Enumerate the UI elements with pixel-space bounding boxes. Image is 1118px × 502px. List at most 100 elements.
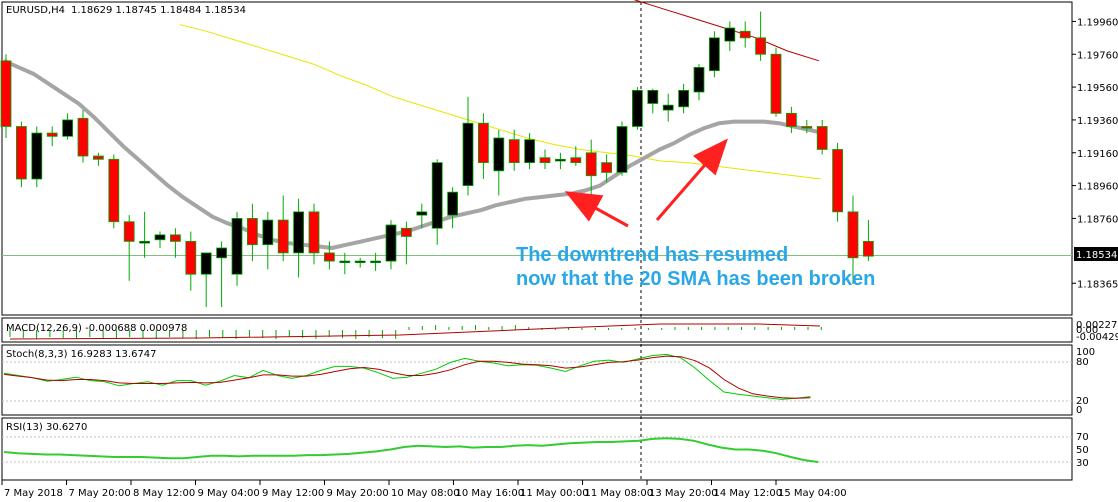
candle-bull — [431, 162, 443, 229]
candle-bear — [770, 53, 782, 114]
candle-bull — [293, 211, 305, 254]
candle-bull — [632, 89, 643, 127]
candle-bull — [339, 260, 351, 264]
candle-bear — [169, 234, 181, 242]
time-tick-label: 8 May 12:00 — [133, 488, 195, 499]
candle-bull — [724, 27, 736, 42]
stoch-tick-100: 100 — [1076, 347, 1095, 358]
macd-tick-bottom: -0.004297 — [1076, 332, 1118, 343]
candle-bull — [555, 158, 566, 162]
candle-bear — [508, 139, 520, 164]
time-tick-label: 9 May 04:00 — [198, 488, 260, 499]
price-tick-label: 1.18760 — [1077, 214, 1118, 225]
candle-bear — [185, 241, 197, 275]
candle-bull — [62, 119, 73, 137]
time-tick-label: 11 May 00:00 — [520, 488, 589, 499]
stoch-pane-frame — [1, 344, 1073, 416]
candle-bull — [370, 260, 382, 264]
arrow-to-sma-retest — [655, 138, 728, 221]
candle-bull — [385, 224, 397, 262]
rsi-pane-frame — [1, 417, 1073, 481]
stoch-k-line — [3, 353, 811, 400]
macd-tick-top: 0.002276 — [1076, 320, 1118, 331]
candle-bear — [755, 37, 766, 55]
candle-bear — [801, 126, 813, 129]
price-pane-frame — [1, 1, 1073, 316]
symbol-title: EURUSD,H4 1.18629 1.18745 1.18484 1.18534 — [6, 5, 246, 16]
candle-bull — [693, 66, 705, 93]
current-price-tag-bg — [1074, 247, 1118, 261]
candle-bull — [216, 247, 228, 259]
candle-bear — [0, 60, 12, 127]
moving-averages — [3, 0, 824, 250]
symbol: EURUSD,H4 — [6, 5, 65, 16]
candle-bear — [93, 155, 104, 160]
time-axis-labels: 7 May 2018 7 May 20:00 8 May 12:00 9 May 04… — [1, 480, 847, 499]
candle-bear — [539, 157, 551, 164]
candle-bear — [277, 219, 289, 254]
macd-histogram — [9, 323, 822, 340]
price-tick-label: 1.19760 — [1077, 50, 1118, 61]
price-tick-label: 1.19360 — [1077, 116, 1118, 127]
candle-bear — [832, 149, 843, 213]
price-tick-label: 1.19160 — [1077, 149, 1118, 160]
rsi-tick-50: 50 — [1076, 445, 1089, 456]
candle-bull — [200, 252, 212, 275]
candle-bull — [416, 211, 428, 216]
current-price-tag: 1.18534 — [1076, 250, 1117, 261]
sma20-line — [3, 58, 824, 250]
arrow-to-sma-break — [564, 191, 629, 228]
macd-signal-line — [9, 323, 821, 340]
candle-bull — [662, 104, 674, 111]
candle-bear — [847, 211, 859, 259]
candle-bull — [154, 234, 166, 241]
candle-bear — [400, 227, 412, 237]
candle-bull — [262, 219, 274, 246]
ohlc-readout: 1.18629 1.18745 1.18484 1.18534 — [71, 5, 246, 16]
candle-bear — [108, 158, 120, 223]
rsi-title: RSI(13) 30.6270 — [6, 422, 87, 433]
macd-tick-zero: 0.00 — [1076, 325, 1098, 336]
candle-bear — [308, 211, 320, 254]
time-tick-label: 10 May 16:00 — [456, 488, 525, 499]
candle-bear — [739, 30, 751, 39]
candle-bear — [123, 221, 135, 242]
time-tick-label: 14 May 12:00 — [714, 488, 783, 499]
candle-bull — [447, 191, 459, 216]
candle-bull — [31, 132, 43, 180]
macd-pane-frame — [1, 317, 1073, 343]
price-axis-ticks: 1.19960 1.19760 1.19560 1.19360 1.19160 1.189… — [1072, 17, 1118, 290]
price-tick-label: 1.18960 — [1077, 182, 1118, 193]
candle-bear — [816, 126, 828, 150]
time-tick-label: 11 May 08:00 — [585, 488, 654, 499]
stoch-title: Stoch(8,3,3) 16.9283 13.6747 — [6, 349, 157, 360]
stoch-tick-80: 80 — [1076, 357, 1089, 368]
candle-bear — [477, 122, 489, 164]
candle-bear — [570, 157, 582, 164]
stoch-tick-0: 0 — [1076, 405, 1082, 416]
price-tick-label: 1.19560 — [1077, 83, 1118, 94]
candle-bear — [585, 152, 597, 177]
candle-bull — [524, 139, 535, 164]
price-tick-label: 1.18365 — [1077, 279, 1118, 290]
candle-bull — [462, 122, 474, 186]
candle-bear — [863, 241, 874, 257]
macd-title: MACD(12,26,9) -0.000688 0.000978 — [6, 323, 187, 334]
annotation-line-1: The downtrend has resumed — [516, 244, 788, 266]
price-tick-label: 1.19960 — [1077, 17, 1118, 28]
annotation-line-2: now that the 20 SMA has been broken — [516, 268, 875, 290]
candle-bear — [246, 218, 258, 246]
candle-bear — [46, 132, 58, 137]
candle-bull — [709, 37, 720, 72]
stoch-tick-20: 20 — [1076, 396, 1089, 407]
candle-bull — [354, 260, 366, 264]
rsi-tick-30: 30 — [1076, 458, 1089, 469]
stoch-d-line — [3, 355, 811, 399]
candle-bear — [786, 112, 797, 127]
stochastic-lines — [3, 353, 811, 400]
candle-bull — [493, 137, 505, 172]
candle-bear — [15, 126, 27, 180]
rsi-line — [3, 437, 819, 463]
candle-bear — [77, 117, 89, 157]
